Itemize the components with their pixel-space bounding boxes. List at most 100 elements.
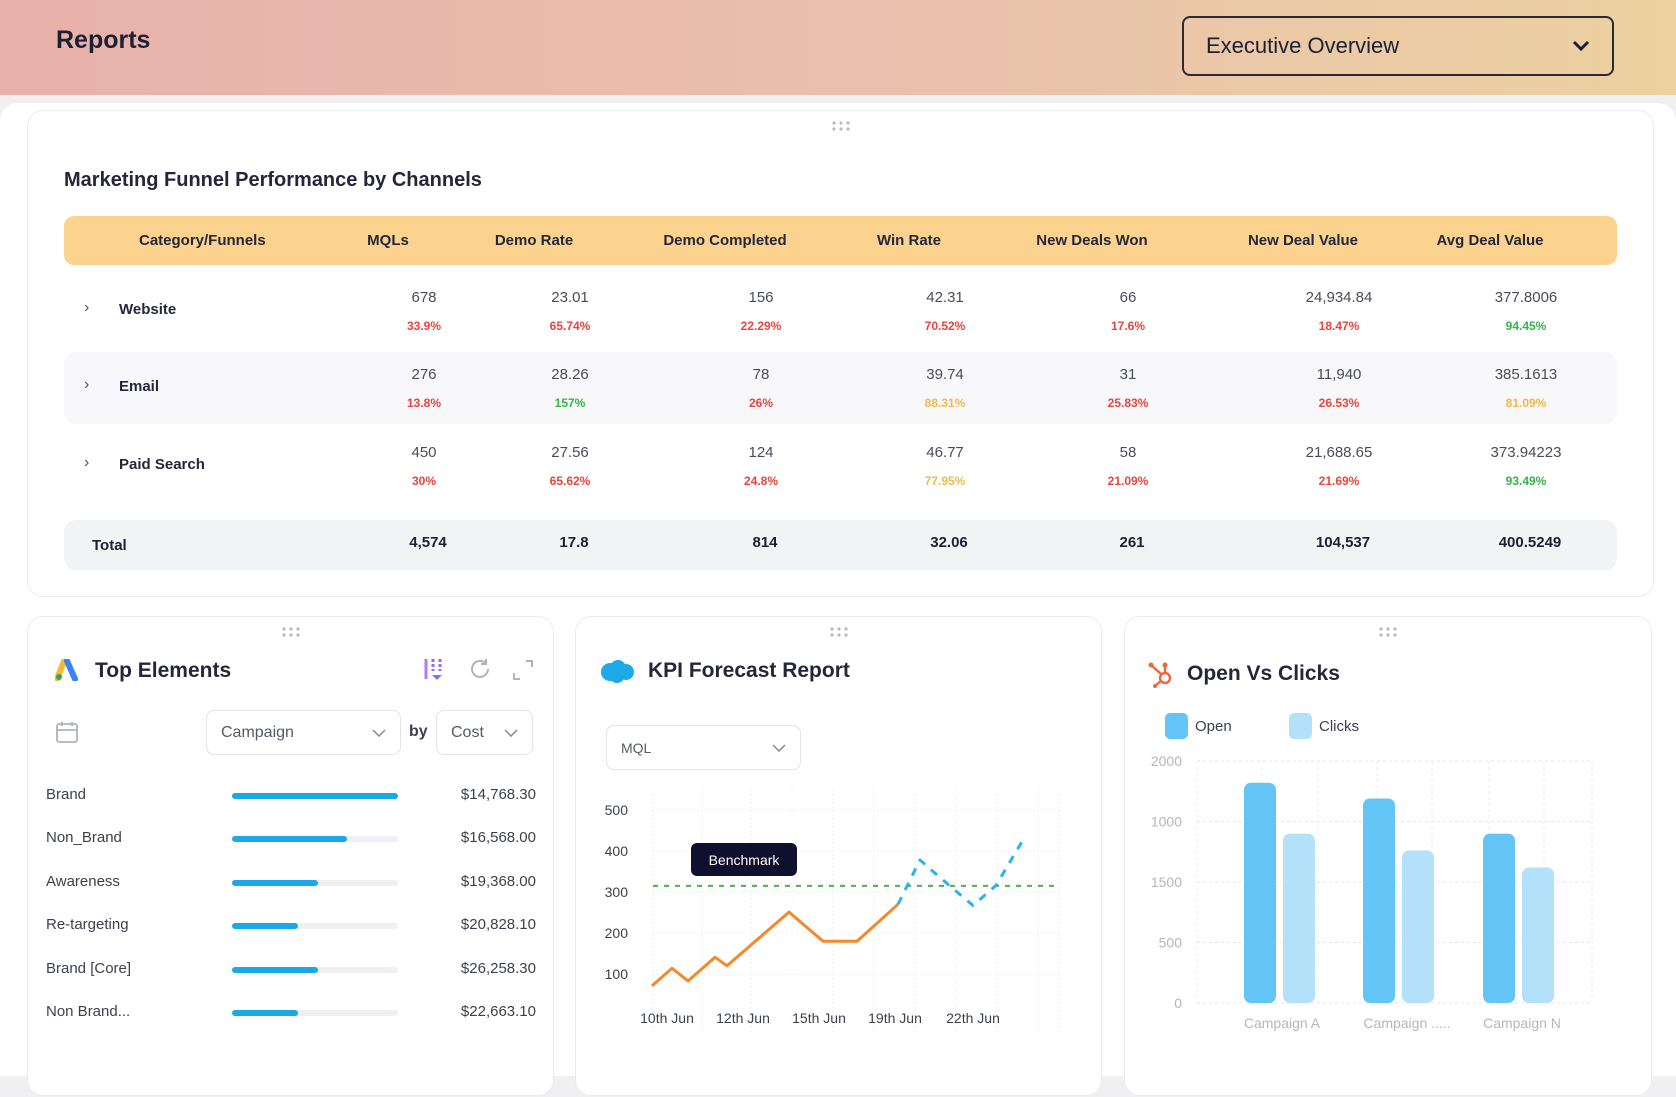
cell-value: 373.94223: [1491, 444, 1562, 461]
benchmark-tooltip: Benchmark: [691, 843, 797, 876]
cell-change-percent: 17.6%: [1111, 319, 1145, 333]
total-value: 4,574: [409, 534, 447, 551]
bar-open: [1363, 799, 1395, 1003]
expand-chevron-icon[interactable]: ›: [84, 376, 89, 394]
column-header[interactable]: New Deals Won: [1036, 232, 1147, 249]
page-title: Reports: [56, 26, 150, 55]
cell-value: 28.26: [551, 366, 589, 383]
bar-open: [1244, 783, 1276, 1003]
chevron-down-icon: [1572, 40, 1590, 52]
y-tick-label: 500: [605, 802, 629, 818]
calendar-icon[interactable]: [55, 720, 79, 744]
bar-clicks: [1283, 834, 1315, 1003]
element-label: Brand: [46, 786, 86, 803]
cell-change-percent: 26.53%: [1319, 396, 1360, 410]
cell-value: 23.01: [551, 289, 589, 306]
x-tick-label: 15th Jun: [792, 1010, 846, 1026]
cell-value: 276: [411, 366, 436, 383]
column-header[interactable]: Demo Completed: [663, 232, 786, 249]
cell-value: 385.1613: [1495, 366, 1558, 383]
cell-change-percent: 81.09%: [1506, 396, 1547, 410]
total-value: 400.5249: [1499, 534, 1562, 551]
legend-swatch: [1165, 713, 1188, 739]
cell-change-percent: 21.69%: [1319, 474, 1360, 488]
element-label: Non_Brand: [46, 829, 122, 846]
total-label: Total: [92, 537, 127, 554]
x-tick-label: 22th Jun: [946, 1010, 1000, 1026]
column-header[interactable]: Win Rate: [877, 232, 941, 249]
column-header[interactable]: Avg Deal Value: [1437, 232, 1544, 249]
y-tick-label: 100: [605, 966, 629, 982]
cell-change-percent: 21.09%: [1108, 474, 1149, 488]
cell-value: 58: [1120, 444, 1137, 461]
google-ads-icon: [55, 659, 79, 681]
column-header[interactable]: Category/Funnels: [139, 232, 266, 249]
chevron-down-icon: [372, 729, 386, 737]
top-element-row[interactable]: Brand [Core]$26,258.30: [46, 960, 536, 980]
element-bar-fill: [232, 923, 298, 929]
column-header[interactable]: MQLs: [367, 232, 409, 249]
y-tick-label: 1500: [1151, 874, 1182, 890]
element-bar-fill: [232, 836, 347, 842]
table-header: Category/Funnels MQLs Demo Rate Demo Comple…: [64, 216, 1617, 265]
legend-swatch: [1289, 713, 1312, 739]
cell-change-percent: 22.29%: [741, 319, 782, 333]
x-tick-label: 12th Jun: [716, 1010, 770, 1026]
cell-change-percent: 70.52%: [925, 319, 966, 333]
top-element-row[interactable]: Non_Brand $16,568.00: [46, 829, 536, 849]
column-header[interactable]: Demo Rate: [495, 232, 573, 249]
bar-chart-toggle-icon[interactable]: [423, 657, 447, 683]
cell-change-percent: 93.49%: [1506, 474, 1547, 488]
drag-handle-icon[interactable]: [831, 121, 851, 131]
top-element-row[interactable]: Brand$14,768.30: [46, 786, 536, 806]
cell-value: 124: [748, 444, 773, 461]
cell-change-percent: 26%: [749, 396, 773, 410]
element-label: Awareness: [46, 873, 120, 890]
funnel-card: Marketing Funnel Performance by Channels…: [27, 110, 1654, 597]
top-element-row[interactable]: Non Brand...$22,663.10: [46, 1003, 536, 1023]
cell-value: 377.8006: [1495, 289, 1558, 306]
cell-change-percent: 65.74%: [550, 319, 591, 333]
y-tick-label: 200: [605, 925, 629, 941]
report-view-select[interactable]: Executive Overview: [1182, 16, 1614, 76]
total-value: 261: [1119, 534, 1144, 551]
cell-change-percent: 13.8%: [407, 396, 441, 410]
total-value: 17.8: [559, 534, 588, 551]
cell-value: 78: [753, 366, 770, 383]
expand-chevron-icon[interactable]: ›: [84, 454, 89, 472]
group-by-select[interactable]: Campaign: [206, 710, 401, 755]
top-element-row[interactable]: Re-targeting$20,828.10: [46, 916, 536, 936]
cell-value: 27.56: [551, 444, 589, 461]
element-value: $16,568.00: [461, 829, 536, 846]
expand-icon[interactable]: [512, 659, 534, 681]
element-bar-track: [232, 880, 398, 886]
top-elements-card: Top Elements Campaign by Cost Brand$14,7…: [27, 616, 554, 1096]
column-header[interactable]: New Deal Value: [1248, 232, 1358, 249]
metric-select[interactable]: Cost: [436, 710, 533, 755]
refresh-icon[interactable]: [468, 657, 492, 681]
element-bar-fill: [232, 1010, 298, 1016]
cell-value: 156: [748, 289, 773, 306]
element-bar-track: [232, 793, 398, 799]
element-value: $20,828.10: [461, 916, 536, 933]
x-tick-label: 10th Jun: [640, 1010, 694, 1026]
top-element-row[interactable]: Awareness$19,368.00: [46, 873, 536, 893]
row-label: Paid Search: [119, 456, 205, 473]
cell-value: 66: [1120, 289, 1137, 306]
drag-handle-icon[interactable]: [281, 627, 301, 637]
element-bar-track: [232, 1010, 398, 1016]
cell-value: 678: [411, 289, 436, 306]
element-bar-fill: [232, 793, 398, 799]
x-tick-label: 19th Jun: [868, 1010, 922, 1026]
dashboard: Marketing Funnel Performance by Channels…: [0, 103, 1676, 1076]
cell-change-percent: 18.47%: [1319, 319, 1360, 333]
cell-change-percent: 24.8%: [744, 474, 778, 488]
by-label: by: [409, 723, 428, 741]
expand-chevron-icon[interactable]: ›: [84, 299, 89, 317]
